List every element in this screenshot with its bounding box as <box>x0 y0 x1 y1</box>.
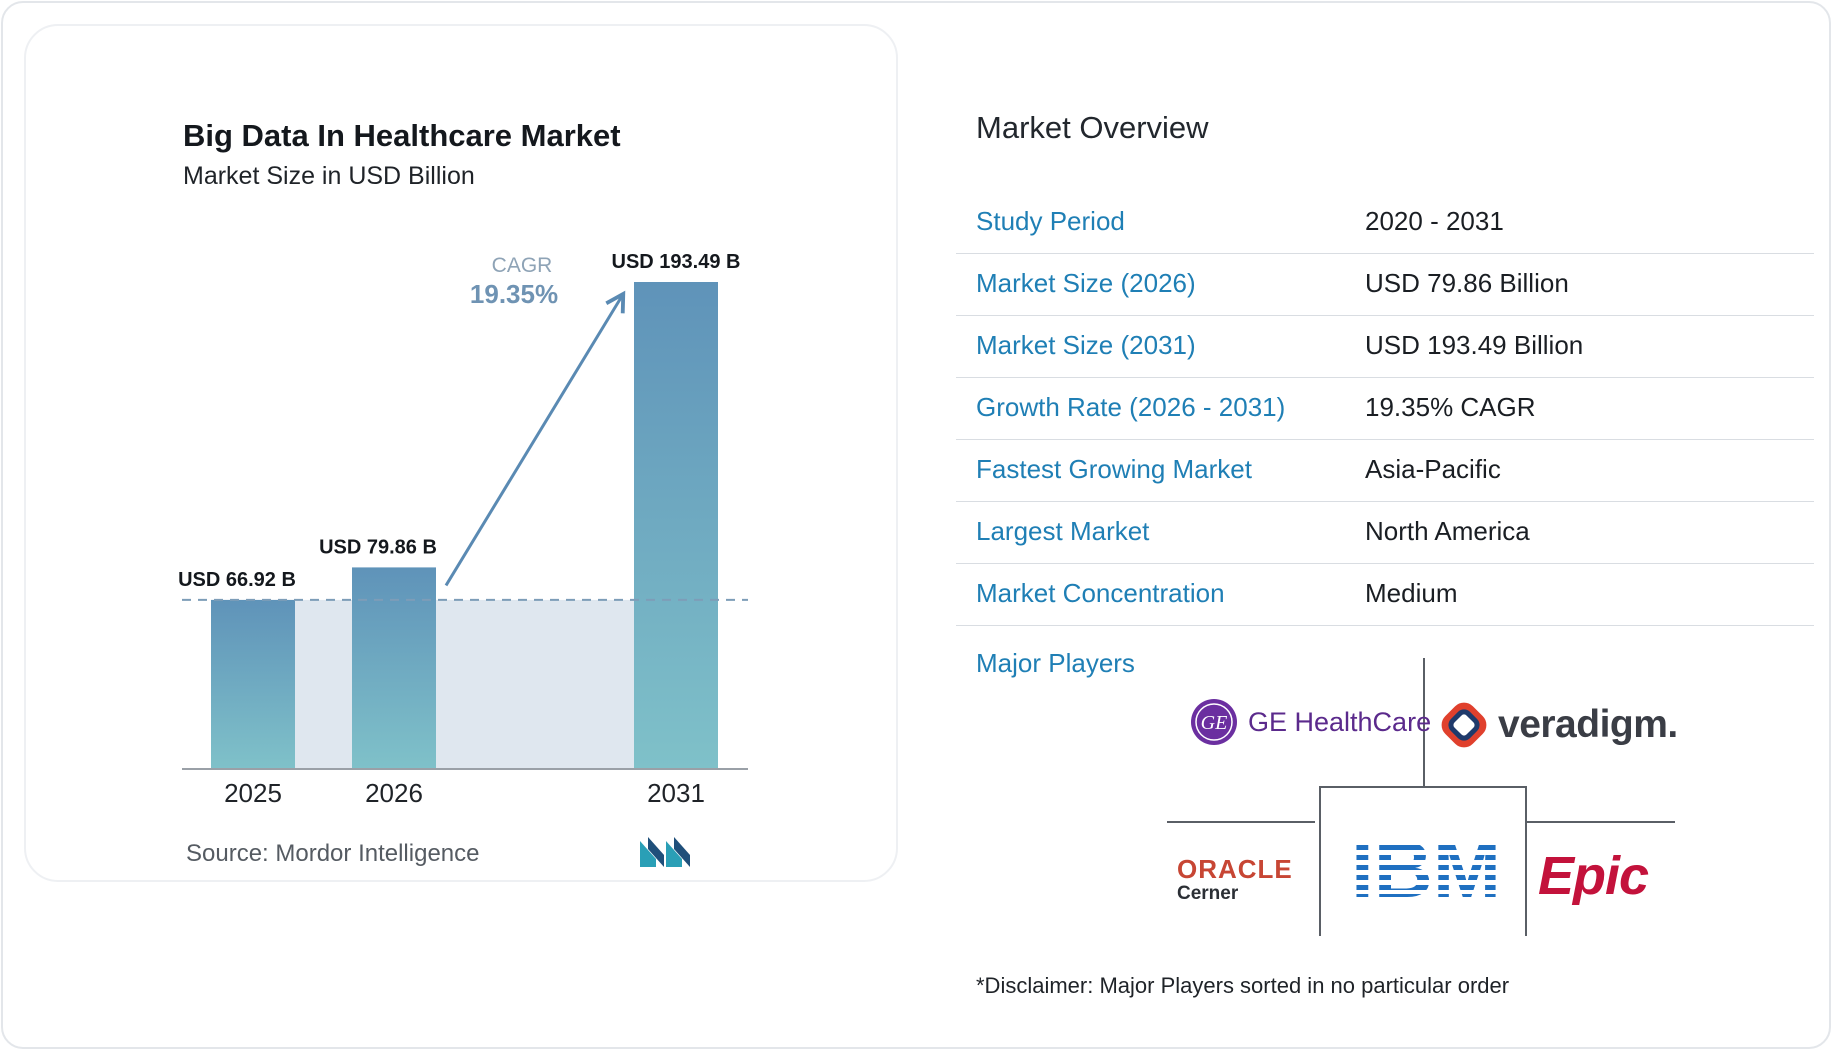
epic-name: Epic <box>1538 846 1649 906</box>
source-text: Source: Mordor Intelligence <box>186 840 480 867</box>
veradigm-logo: veradigm. <box>1438 699 1678 751</box>
row-value: North America <box>1365 516 1530 546</box>
chart-title: Big Data In Healthcare Market <box>183 118 621 153</box>
mordor-intelligence-logo <box>640 837 690 867</box>
x-tick-label: 2026 <box>365 778 423 808</box>
logo-divider <box>1167 821 1315 823</box>
ge-healthcare-logo: GE GE HealthCare <box>1190 698 1431 746</box>
ibm-logo: IBM <box>1350 835 1502 899</box>
baseline-band <box>211 599 718 768</box>
logo-divider <box>1319 786 1525 788</box>
overview-table: Study Period 2020 - 2031 Market Size (202… <box>956 192 1814 626</box>
cagr-arrow <box>444 290 626 587</box>
svg-text:IBM: IBM <box>1351 835 1501 899</box>
table-row: Growth Rate (2026 - 2031) 19.35% CAGR <box>956 378 1814 440</box>
bar-2026 <box>352 567 436 768</box>
epic-logo: Epic <box>1538 845 1649 907</box>
bar-2031 <box>634 282 718 768</box>
row-value: Medium <box>1365 578 1458 608</box>
row-label: Market Size (2026) <box>976 268 1196 298</box>
row-value: 2020 - 2031 <box>1365 206 1504 236</box>
logo-divider <box>1527 821 1675 823</box>
row-value: Asia-Pacific <box>1365 454 1501 484</box>
table-row: Market Size (2031) USD 193.49 Billion <box>956 316 1814 378</box>
veradigm-name: veradigm. <box>1498 703 1678 746</box>
table-row: Fastest Growing Market Asia-Pacific <box>956 440 1814 502</box>
ibm-wordmark: IBM <box>1351 835 1501 899</box>
bar-chart: CAGR 19.35% USD 66.92 B 2025 USD 79.86 B 20… <box>178 251 748 808</box>
row-label: Fastest Growing Market <box>976 454 1252 484</box>
ge-healthcare-name: GE HealthCare <box>1248 706 1432 737</box>
row-label: Growth Rate (2026 - 2031) <box>976 392 1286 422</box>
svg-text:GE: GE <box>1201 712 1228 734</box>
logo-divider <box>1525 786 1527 936</box>
chart-subtitle: Market Size in USD Billion <box>183 162 475 190</box>
logo-divider <box>1423 658 1425 788</box>
logo-divider <box>1319 786 1321 936</box>
bar-2025 <box>211 599 295 768</box>
cerner-name: Cerner <box>1177 883 1239 904</box>
row-label: Market Size (2031) <box>976 330 1196 360</box>
table-row: Largest Market North America <box>956 502 1814 564</box>
table-row: Study Period 2020 - 2031 <box>956 192 1814 254</box>
row-label: Study Period <box>976 206 1125 236</box>
cagr-value: 19.35% <box>470 279 558 309</box>
row-value: USD 79.86 Billion <box>1365 268 1569 298</box>
veradigm-knot-icon <box>1441 702 1487 748</box>
oracle-name: ORACLE <box>1177 854 1293 884</box>
bar-value-label: USD 193.49 B <box>612 251 741 273</box>
overview-title: Market Overview <box>976 110 1209 145</box>
row-value: 19.35% CAGR <box>1365 392 1536 422</box>
major-players-label: Major Players <box>976 648 1135 678</box>
disclaimer-text: *Disclaimer: Major Players sorted in no … <box>976 973 1510 998</box>
cagr-label: CAGR <box>492 254 553 277</box>
ge-monogram-icon: GE <box>1191 699 1237 745</box>
major-players-logos: GE GE HealthCare veradigm. ORACLE Cerner <box>1167 655 1680 940</box>
row-label: Largest Market <box>976 516 1150 546</box>
table-row: Market Concentration Medium <box>956 564 1814 626</box>
row-label: Market Concentration <box>976 578 1225 608</box>
x-tick-label: 2031 <box>647 778 705 808</box>
table-row: Market Size (2026) USD 79.86 Billion <box>956 254 1814 316</box>
bar-value-label: USD 79.86 B <box>319 536 437 558</box>
oracle-cerner-logo: ORACLE Cerner <box>1177 855 1293 905</box>
row-value: USD 193.49 Billion <box>1365 330 1584 360</box>
x-tick-label: 2025 <box>224 778 282 808</box>
bar-value-label: USD 66.92 B <box>178 569 296 591</box>
